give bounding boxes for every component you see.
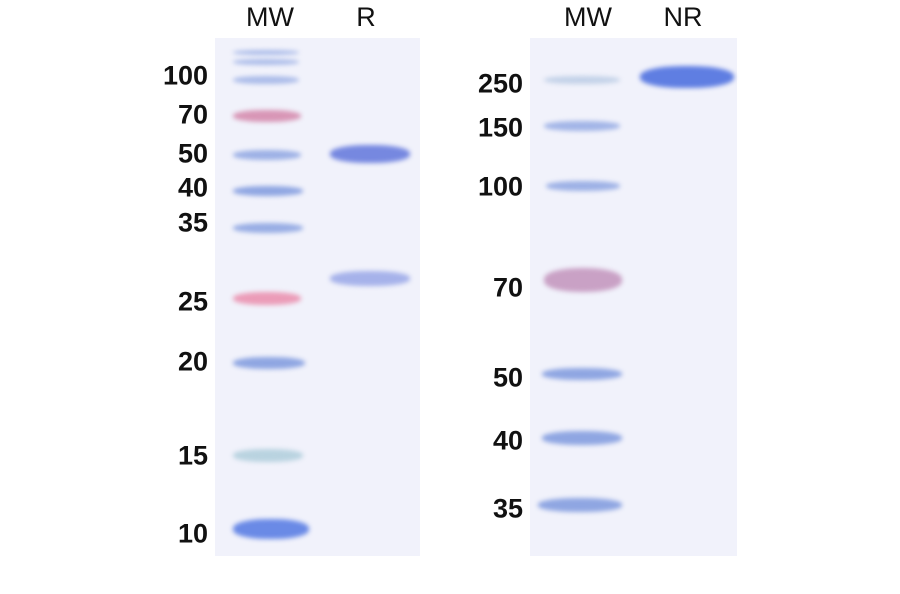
gel-non-reduced bbox=[530, 38, 737, 556]
lane-header-nr: NR bbox=[663, 2, 703, 32]
marker-label: 40 bbox=[177, 172, 208, 203]
marker-label: 70 bbox=[177, 99, 208, 130]
marker-band bbox=[233, 357, 305, 369]
marker-label: 50 bbox=[492, 362, 523, 393]
marker-band bbox=[233, 449, 303, 462]
marker-label: 100 bbox=[477, 171, 523, 202]
marker-label: 15 bbox=[177, 440, 208, 471]
marker-label: 100 bbox=[162, 60, 208, 91]
marker-band bbox=[233, 50, 299, 55]
marker-band bbox=[544, 268, 622, 292]
lane-header-r: R bbox=[356, 2, 376, 32]
lane-header-mw-right: MW bbox=[564, 2, 612, 32]
marker-band bbox=[233, 150, 301, 160]
marker-band bbox=[233, 519, 309, 539]
marker-band bbox=[233, 186, 303, 196]
marker-label: 70 bbox=[492, 272, 523, 303]
gel-reduced bbox=[215, 38, 420, 556]
marker-band bbox=[542, 368, 622, 380]
marker-label: 10 bbox=[177, 518, 208, 549]
marker-band bbox=[233, 292, 301, 305]
marker-band bbox=[233, 223, 303, 233]
lane-header-mw-left: MW bbox=[246, 2, 294, 32]
marker-label: 250 bbox=[477, 68, 523, 99]
marker-band bbox=[542, 431, 622, 445]
marker-label: 150 bbox=[477, 112, 523, 143]
marker-label: 40 bbox=[492, 425, 523, 456]
marker-band bbox=[538, 498, 622, 512]
marker-label: 35 bbox=[492, 493, 523, 524]
marker-label: 20 bbox=[177, 346, 208, 377]
marker-band bbox=[233, 110, 301, 122]
marker-band bbox=[544, 121, 620, 131]
sample-band-intact-antibody bbox=[640, 66, 734, 88]
marker-band bbox=[544, 76, 620, 84]
marker-label: 25 bbox=[177, 286, 208, 317]
marker-label: 35 bbox=[177, 207, 208, 238]
marker-band bbox=[546, 181, 620, 191]
marker-band bbox=[233, 59, 299, 65]
marker-band bbox=[233, 76, 299, 84]
marker-label: 50 bbox=[177, 138, 208, 169]
sample-band-heavy-chain bbox=[330, 145, 410, 163]
sample-band-light-chain bbox=[330, 271, 410, 286]
